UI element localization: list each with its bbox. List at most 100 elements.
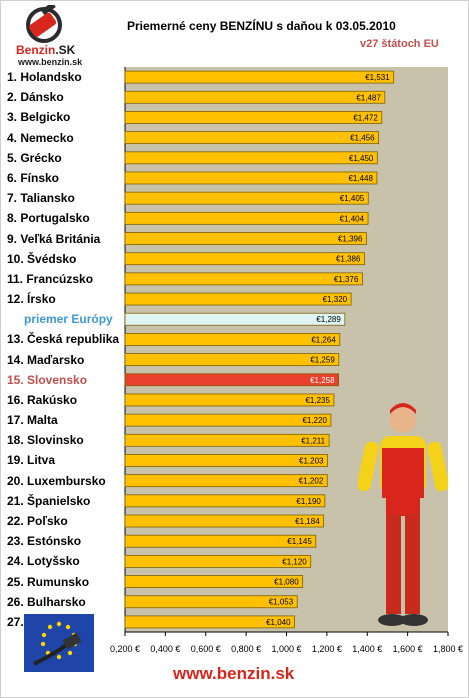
chart-title: Priemerné ceny BENZÍNU s daňou k 03.05.2… [127,19,396,33]
bar [124,393,335,407]
category-label: 12. Írsko [7,292,56,307]
data-label: €1,220 [302,416,327,425]
category-label: 14. Maďarsko [7,352,85,367]
x-tick-label: 1,800 € [432,644,464,654]
bar [124,272,363,286]
data-label: €1,203 [299,456,324,465]
category-label: 6. Fínsko [7,170,60,185]
x-tick-label: 0,600 € [190,644,221,654]
category-label: 21. Španielsko [7,493,91,508]
bar [124,554,312,568]
highlight-bar [124,373,339,387]
bar [124,413,332,427]
x-tick-label: 1,400 € [352,644,383,654]
bar [124,211,369,225]
x-tick-label: 1,000 € [271,644,302,654]
bar [124,191,369,205]
benzin-logo: Benzin.SK www.benzin.sk [4,2,90,67]
category-label: 11. Francúzsko [7,271,94,286]
data-label: €1,531 [365,73,390,82]
average-bar [124,312,346,326]
bar [124,111,383,124]
data-label: €1,258 [310,376,335,385]
category-label: 10. Švédsko [7,251,77,266]
data-label: €1,184 [295,517,320,526]
bar [124,615,295,629]
bar [124,454,328,467]
x-tick-label: 0,800 € [231,644,262,654]
data-label: €1,259 [310,356,335,365]
category-label: 1. Holandsko [7,70,82,85]
bar [124,333,341,346]
category-label: 2. Dánsko [7,90,64,105]
bar [124,171,378,185]
data-label: €1,448 [348,174,373,183]
category-label: 25. Rumunsko [7,574,90,589]
category-label: 7. Taliansko [7,191,75,206]
category-label: 5. Grécko [7,150,62,165]
category-label: 3. Belgicko [7,110,71,125]
category-label: 23. Estónsko [7,534,82,549]
category-label: 15. Slovensko [7,372,88,387]
category-label: 4. Nemecko [7,130,74,145]
data-label: €1,211 [301,436,325,445]
bar [124,494,326,508]
data-label: €1,450 [349,154,374,163]
data-label: €1,386 [336,255,361,264]
fuel-nozzle-icon [26,2,62,43]
bar [124,534,317,548]
category-label: 8. Portugalsko [7,211,90,226]
bar [124,151,378,165]
footer-url: www.benzin.sk [173,664,295,683]
logo-url: www.benzin.sk [18,57,83,67]
category-label: 16. Rakúsko [7,392,78,407]
data-label: €1,145 [287,537,312,546]
category-label: 22. Poľsko [7,514,68,529]
eu-flag-nozzle-icon [24,614,94,672]
bar [124,232,367,245]
bar [124,433,330,447]
data-label: €1,404 [340,214,365,223]
x-tick-label: 0,200 € [109,644,141,654]
bar [124,514,325,528]
category-label: 9. Veľká Británia [7,231,101,246]
data-label: €1,040 [266,618,291,627]
data-label: €1,289 [316,315,341,324]
data-label: €1,053 [269,598,294,607]
data-label: €1,264 [311,335,336,344]
data-label: €1,487 [356,93,381,102]
data-label: €1,376 [334,275,359,284]
bar [124,353,340,366]
data-label: €1,080 [274,578,299,587]
category-label: 13. Česká republika [7,332,120,347]
data-label: €1,120 [282,557,307,566]
chart-subtitle: v27 štátoch EU [360,38,439,50]
logo-brand-text: Benzin.SK [16,43,76,57]
data-label: €1,190 [296,497,321,506]
data-label: €1,396 [338,235,363,244]
category-label: 18. Slovinsko [7,433,84,448]
data-label: €1,405 [340,194,365,203]
bar [124,595,298,609]
category-label: 19. Litva [7,453,56,468]
bar [124,131,379,145]
category-label: 20. Luxembursko [7,473,106,488]
data-label: €1,320 [323,295,348,304]
category-label: priemer Európy [24,312,113,327]
data-label: €1,202 [299,477,324,486]
bar [124,90,386,104]
data-label: €1,235 [305,396,330,405]
bar [124,70,395,84]
bar [124,575,304,588]
mascot-figure [358,403,448,626]
x-tick-label: 1,200 € [311,644,342,654]
x-tick-label: 0,400 € [150,644,181,654]
category-label: 26. Bulharsko [7,594,86,609]
bar [124,474,328,488]
category-label: 17. Malta [7,413,58,428]
data-label: €1,472 [353,113,378,122]
data-label: €1,456 [350,134,375,143]
bar [124,292,352,306]
bar [124,252,365,266]
x-tick-label: 1,600 € [392,644,423,654]
